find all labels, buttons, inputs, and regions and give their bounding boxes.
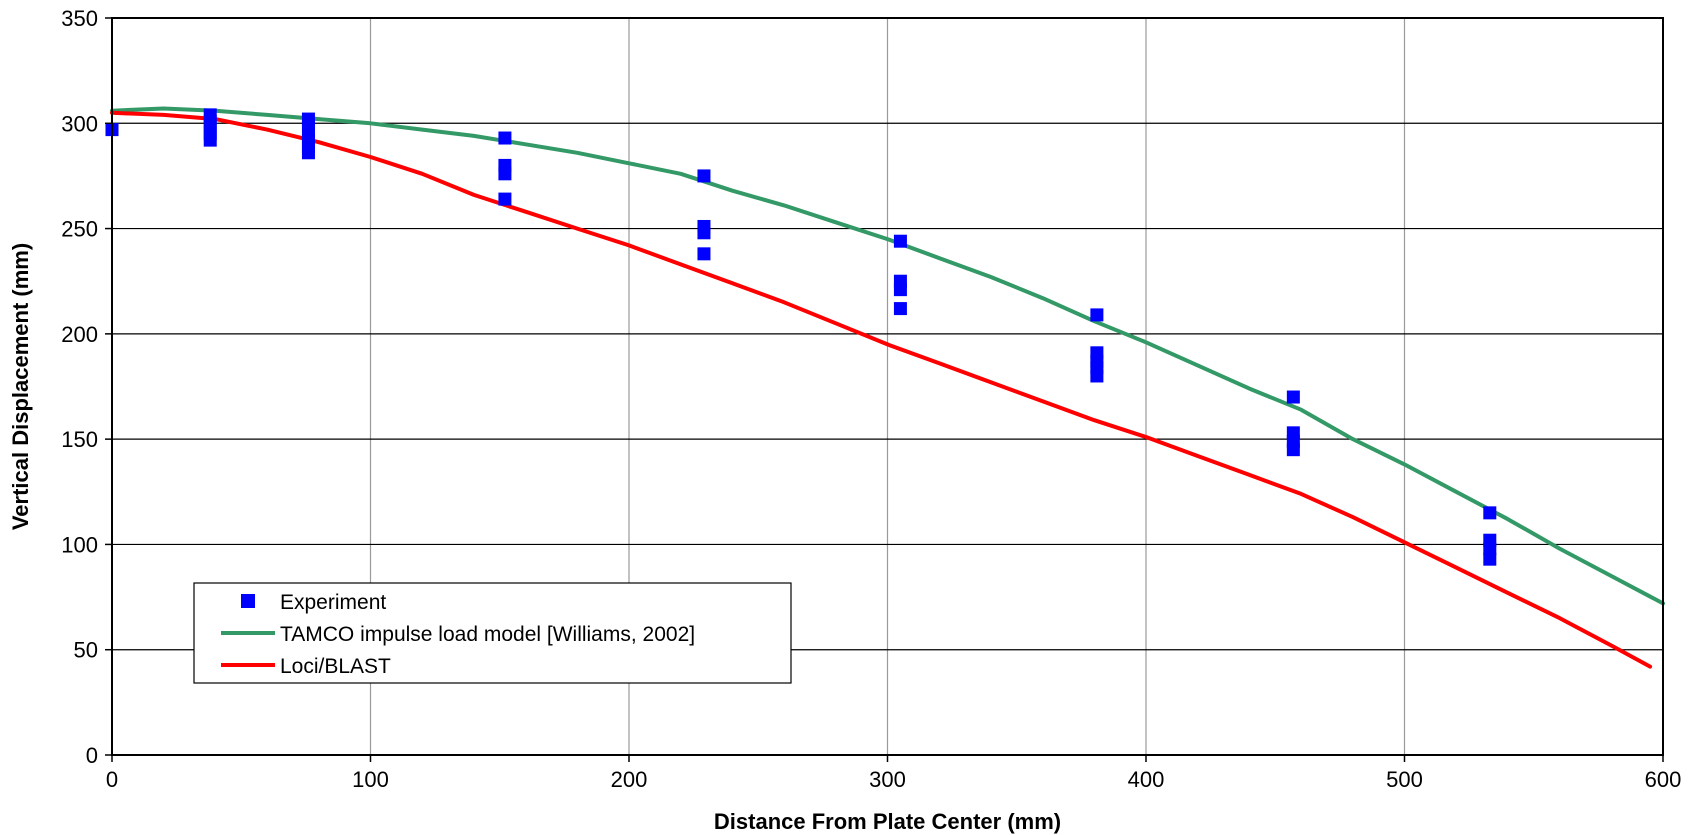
legend-label: Experiment bbox=[280, 591, 386, 614]
y-axis-title: Vertical Displacement (mm) bbox=[8, 243, 33, 530]
y-tick-label: 0 bbox=[86, 743, 98, 768]
experiment-point bbox=[1286, 443, 1300, 457]
x-tick-label: 200 bbox=[611, 767, 648, 792]
legend-box bbox=[193, 582, 792, 684]
x-tick-label: 400 bbox=[1128, 767, 1165, 792]
experiment-point bbox=[1090, 369, 1104, 383]
y-tick-label: 250 bbox=[61, 217, 98, 242]
y-tick-label: 50 bbox=[74, 638, 98, 663]
experiment-point bbox=[893, 302, 907, 316]
experiment-point bbox=[1090, 308, 1104, 322]
experiment-markers bbox=[105, 108, 1497, 566]
y-tick-label: 150 bbox=[61, 427, 98, 452]
x-tick-label: 0 bbox=[106, 767, 118, 792]
legend: Experiment TAMCO impulse load model [Will… bbox=[193, 582, 792, 684]
y-tick-label: 100 bbox=[61, 532, 98, 557]
y-axis-ticks: 0 50 100 150 200 250 300 350 bbox=[61, 6, 112, 768]
experiment-point bbox=[893, 234, 907, 248]
y-tick-label: 300 bbox=[61, 111, 98, 136]
experiment-point bbox=[1483, 506, 1497, 520]
experiment-point bbox=[498, 167, 512, 181]
experiment-point bbox=[697, 226, 711, 240]
y-tick-label: 200 bbox=[61, 322, 98, 347]
experiment-point bbox=[1286, 390, 1300, 404]
loci-blast-series-line bbox=[110, 110, 1653, 669]
x-axis-ticks: 0 100 200 300 400 500 600 bbox=[106, 755, 1681, 792]
legend-label: TAMCO impulse load model [Williams, 2002… bbox=[280, 623, 695, 646]
experiment-point bbox=[697, 169, 711, 183]
experiment-point bbox=[301, 146, 315, 160]
legend-swatch-experiment bbox=[241, 594, 255, 608]
tamco-series-line bbox=[110, 106, 1665, 606]
experiment-point bbox=[1483, 542, 1497, 556]
experiment-point bbox=[203, 133, 217, 147]
legend-label: Loci/BLAST bbox=[280, 655, 391, 678]
x-tick-label: 600 bbox=[1645, 767, 1682, 792]
x-tick-label: 100 bbox=[352, 767, 389, 792]
x-tick-label: 300 bbox=[869, 767, 906, 792]
y-tick-label: 350 bbox=[61, 6, 98, 31]
experiment-point bbox=[498, 131, 512, 145]
experiment-point bbox=[697, 247, 711, 261]
experiment-point bbox=[1483, 552, 1497, 566]
experiment-point bbox=[498, 192, 512, 206]
experiment-point bbox=[893, 283, 907, 297]
x-tick-label: 500 bbox=[1386, 767, 1423, 792]
x-axis-title: Distance From Plate Center (mm) bbox=[714, 809, 1061, 834]
series-lines bbox=[110, 106, 1665, 669]
